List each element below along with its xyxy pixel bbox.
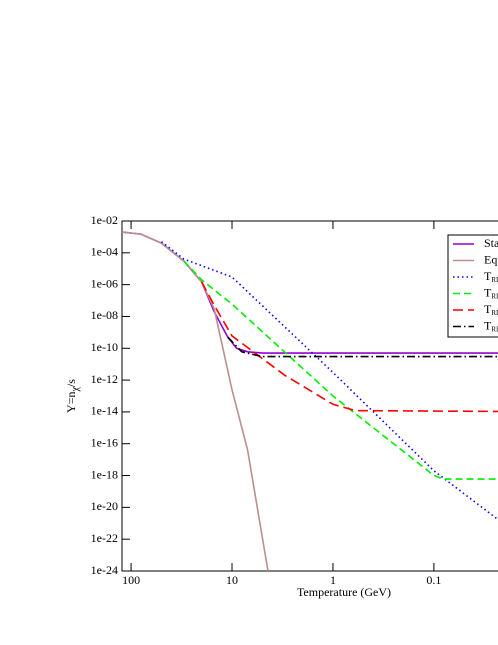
legend-name: T	[484, 269, 492, 283]
legend-sub: RI	[491, 309, 498, 317]
x-tick-label: 10	[226, 573, 238, 587]
y-tick-label: 1e-08	[91, 308, 118, 322]
legend-sub: RI	[491, 292, 498, 300]
y-tick-label: 1e-14	[91, 404, 118, 418]
legend-label: Sta	[484, 236, 498, 250]
y-tick-label: 1e-10	[91, 340, 118, 354]
y-tick-label: 1e-04	[91, 245, 118, 259]
x-tick-label: 100	[122, 573, 140, 587]
series-line	[161, 241, 498, 521]
y-tick-label: 1e-02	[91, 213, 118, 227]
legend-label: TRI	[484, 302, 498, 317]
y-tick-label: 1e-22	[91, 531, 118, 545]
series-line	[183, 260, 498, 480]
x-axis-label: Temperature (GeV)	[297, 585, 391, 599]
y-label-main: Y=n	[64, 392, 78, 413]
legend-label: TRI	[484, 318, 498, 333]
x-tick-label: 1	[330, 573, 336, 587]
y-tick-label: 1e-12	[91, 372, 118, 386]
legend-name: T	[484, 318, 492, 332]
plot-frame	[121, 220, 498, 572]
y-label-sub: χ	[70, 387, 81, 393]
y-tick-label: 1e-18	[91, 467, 118, 481]
series-line	[200, 281, 498, 413]
y-label-end: /s	[64, 379, 78, 387]
legend-box	[447, 234, 498, 338]
legend-name: Sta	[484, 236, 498, 250]
legend-label: Equ	[484, 252, 498, 266]
y-tick-label: 1e-16	[91, 435, 118, 449]
series-line	[121, 231, 269, 572]
legend-name: T	[484, 302, 492, 316]
series-line	[121, 231, 498, 354]
y-axis-label: Y=nχ/s	[64, 379, 82, 413]
legend-name: Equ	[484, 252, 498, 266]
series-line	[227, 336, 498, 358]
legend-sub: RI	[491, 276, 498, 284]
y-tick-label: 1e-06	[91, 276, 118, 290]
y-tick-label: 1e-24	[91, 563, 118, 577]
x-tick-label: 0.1	[426, 573, 441, 587]
legend-sub: RI	[491, 325, 498, 333]
legend-name: T	[484, 285, 492, 299]
legend-label: TRI	[484, 269, 498, 284]
y-tick-label: 1e-20	[91, 499, 118, 513]
legend-label: TRI	[484, 285, 498, 300]
